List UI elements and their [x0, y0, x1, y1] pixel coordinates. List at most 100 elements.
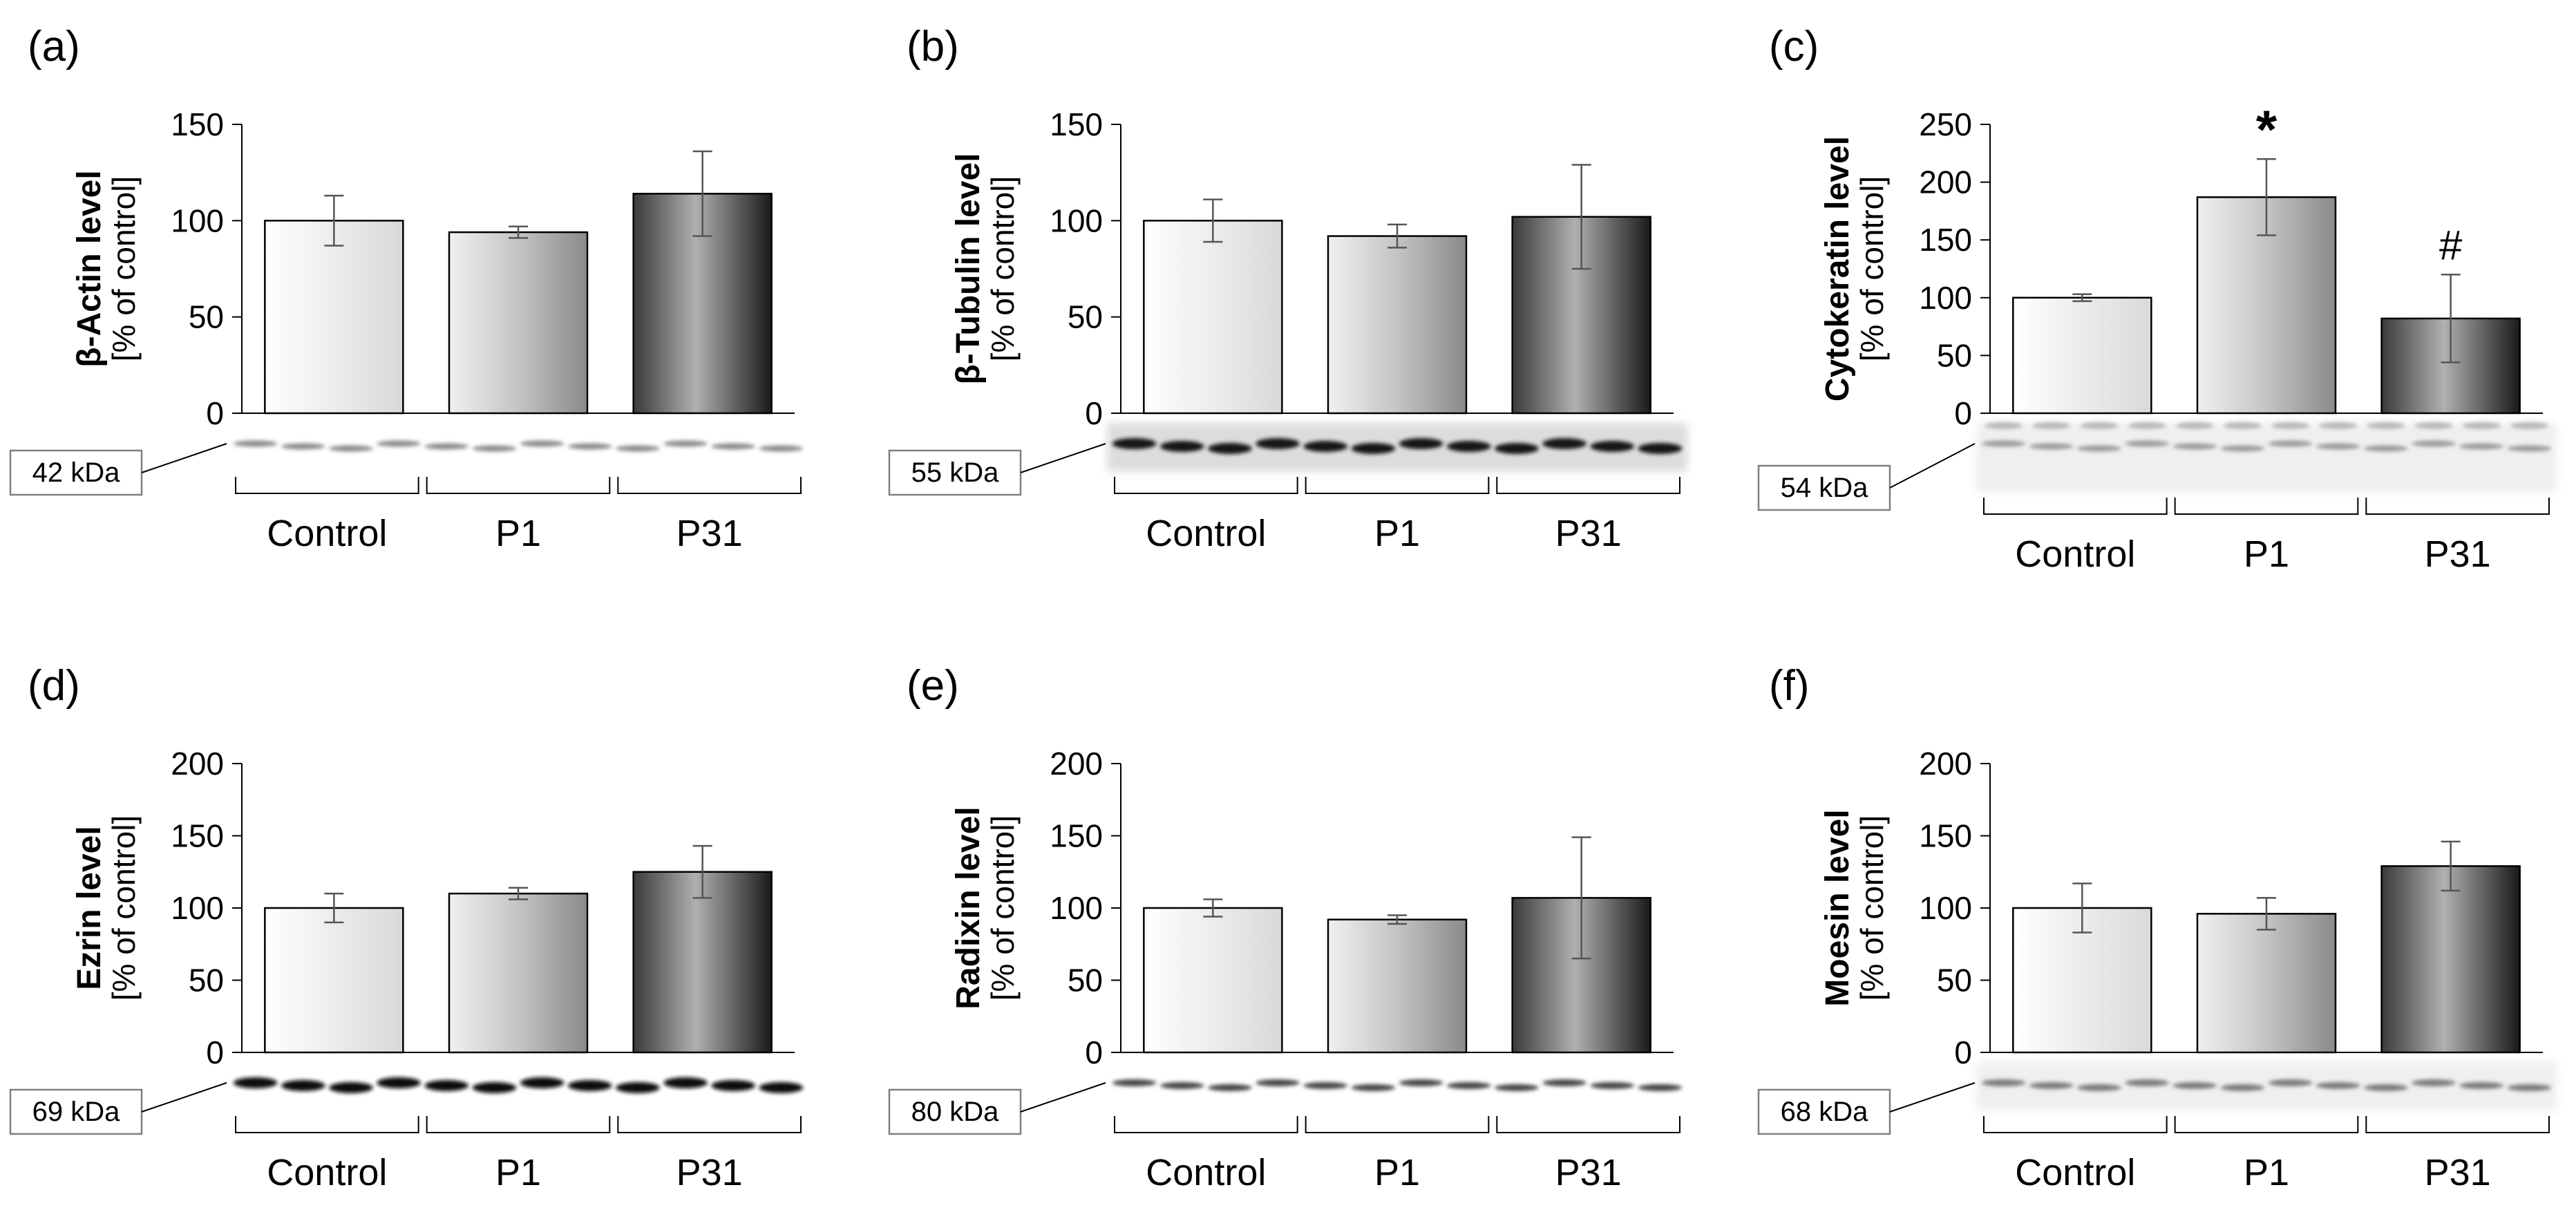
- category-label-p31: P31: [676, 513, 743, 554]
- chart-panel-c: (c) Cytokeratin level[% of control] 0 50 100…: [1757, 23, 2557, 575]
- blot-band-upper: [2319, 422, 2358, 429]
- category-label-control: Control: [1146, 1152, 1266, 1193]
- group-bracket-control: [235, 1116, 419, 1133]
- group-bracket-p31: [2365, 1116, 2550, 1133]
- blot-band: [472, 445, 517, 452]
- group-bracket-p1: [1305, 477, 1490, 494]
- blot-band: [520, 1077, 565, 1088]
- y-tick-label: 200: [1050, 746, 1103, 782]
- blot-band: [1590, 1082, 1635, 1089]
- bar-p1: [1327, 235, 1468, 415]
- group-bracket-p31: [1496, 1116, 1680, 1133]
- blot-band: [281, 443, 325, 450]
- y-tick-label: 100: [171, 890, 224, 926]
- blot-band-upper: [2175, 422, 2214, 429]
- blot-band: [329, 1082, 373, 1093]
- blot-band: [1208, 1084, 1252, 1091]
- kda-leader-line: [1889, 1082, 1976, 1113]
- category-label-p31: P31: [2425, 1152, 2491, 1193]
- blot-band: [1351, 1084, 1396, 1091]
- y-tick-label: 250: [1919, 106, 1972, 142]
- western-blot: [1107, 423, 1687, 471]
- blot-band: [759, 1082, 804, 1093]
- y-tick-label: 150: [171, 818, 224, 854]
- western-blot: [1112, 1079, 1683, 1091]
- blot-band: [1446, 441, 1491, 452]
- blot-band: [2412, 440, 2456, 447]
- blot-band: [711, 443, 756, 450]
- blot-band: [1208, 443, 1252, 454]
- bar-control: [1143, 907, 1283, 1054]
- blot-band: [1256, 1079, 1300, 1086]
- blot-band: [2459, 1082, 2504, 1089]
- blot-band-upper: [2462, 422, 2501, 429]
- blot-band-upper: [2271, 422, 2310, 429]
- y-axis-subtitle: [% of control]: [985, 815, 1021, 1001]
- group-bracket-p31: [617, 477, 802, 494]
- blot-band: [1399, 1079, 1443, 1086]
- y-tick-label: 100: [1919, 280, 1972, 316]
- chart-panel-b: (b) β-Tubulin level[% of control] 0 50 100 15…: [888, 23, 1687, 554]
- group-bracket-p31: [2365, 498, 2550, 515]
- blot-band: [377, 440, 421, 447]
- y-tick-label: 50: [1937, 963, 1972, 999]
- blot-band: [567, 1080, 612, 1091]
- blot-band: [2507, 445, 2552, 452]
- blot-band-upper: [2128, 422, 2166, 429]
- bar-p1: [448, 892, 589, 1054]
- y-axis-title: Moesin level: [1819, 809, 1856, 1006]
- blot-band: [424, 443, 469, 450]
- blot-band: [1112, 438, 1157, 449]
- y-tick-label: 50: [1937, 337, 1972, 373]
- group-bracket-p1: [426, 477, 611, 494]
- blot-band: [329, 445, 373, 452]
- blot-band: [1159, 1082, 1204, 1089]
- blot-band: [2507, 1084, 2552, 1091]
- y-tick-label: 100: [171, 202, 224, 238]
- blot-band: [281, 1080, 325, 1091]
- blot-band: [1256, 438, 1300, 449]
- kda-marker-box: [9, 1088, 143, 1135]
- blot-band: [2315, 443, 2360, 450]
- category-label-p1: P1: [495, 1152, 541, 1193]
- blot-band: [1638, 1084, 1683, 1091]
- chart-panel-a: (a) β-Actin level[% of control] 0 50 100 150 4…: [9, 23, 804, 554]
- category-label-p31: P31: [2425, 533, 2491, 575]
- category-label-control: Control: [2015, 1152, 2135, 1193]
- blot-band: [1159, 441, 1204, 452]
- blot-band: [759, 445, 804, 452]
- blot-band: [2077, 445, 2121, 452]
- blot-band-upper: [2510, 422, 2549, 429]
- blot-band: [2268, 440, 2313, 447]
- y-axis-title: β-Actin level: [71, 170, 108, 367]
- group-bracket-control: [1983, 1116, 2168, 1133]
- group-bracket-control: [1983, 498, 2168, 515]
- y-axis-title: Cytokeratin level: [1819, 136, 1856, 401]
- blot-band-upper: [2414, 422, 2453, 429]
- blot-band: [663, 1077, 708, 1088]
- kda-marker-label: 55 kDa: [911, 457, 999, 488]
- bar-control: [1143, 220, 1283, 415]
- y-tick-label: 50: [189, 299, 224, 335]
- category-label-p1: P1: [1374, 513, 1420, 554]
- blot-band: [1590, 441, 1635, 452]
- kda-marker-label: 69 kDa: [32, 1097, 120, 1127]
- y-tick-label: 200: [1919, 164, 1972, 200]
- y-tick-label: 100: [1919, 890, 1972, 926]
- y-axis-title: Radixin level: [950, 806, 987, 1009]
- y-axis-subtitle: [% of control]: [985, 176, 1021, 361]
- blot-band: [1351, 443, 1396, 454]
- category-label-p1: P1: [1374, 1152, 1420, 1193]
- blot-band: [233, 440, 278, 447]
- kda-leader-line: [1889, 443, 1976, 489]
- kda-marker-box: [888, 1088, 1022, 1135]
- blot-band-upper: [2223, 422, 2262, 429]
- bar-p1: [2196, 913, 2337, 1054]
- y-tick-label: 0: [1954, 1034, 1972, 1070]
- kda-marker-box: [1757, 1088, 1891, 1135]
- blot-band: [1981, 1079, 2026, 1086]
- blot-band-upper: [1984, 422, 2023, 429]
- group-bracket-control: [235, 477, 419, 494]
- category-label-p1: P1: [2244, 533, 2289, 575]
- y-tick-label: 50: [189, 963, 224, 999]
